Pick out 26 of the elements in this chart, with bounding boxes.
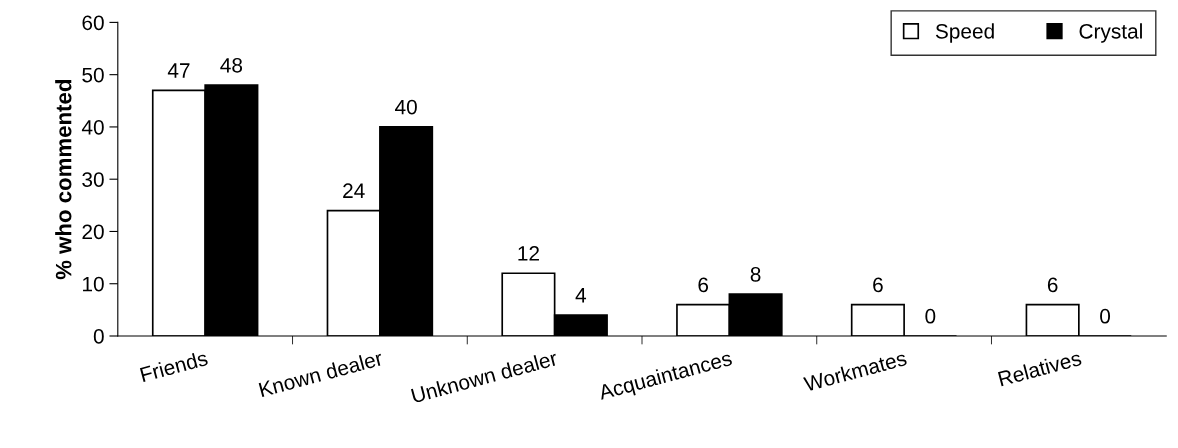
y-tick-label: 20 (82, 224, 104, 240)
data-label: 6 (698, 277, 709, 293)
data-label: 48 (220, 57, 243, 73)
data-label: 0 (1100, 308, 1111, 324)
y-tick-label: 0 (93, 329, 104, 344)
x-tick-label: Relatives (997, 350, 1083, 387)
x-tick-label: Friends (139, 350, 209, 383)
data-label: 6 (873, 277, 883, 293)
y-tick-label: 50 (82, 67, 104, 83)
x-tick-label: Unknown dealer (410, 349, 559, 404)
data-label: 24 (343, 183, 365, 198)
data-label: 47 (167, 63, 190, 78)
data-label: 4 (575, 288, 587, 303)
legend-label: Crystal (1079, 23, 1142, 43)
y-tick-label: 10 (83, 276, 104, 292)
data-label: 6 (1047, 277, 1058, 293)
data-label: 0 (925, 308, 936, 324)
y-tick-label: 30 (82, 172, 104, 187)
data-label: 40 (395, 99, 417, 115)
legend-label: Speed (935, 23, 994, 43)
y-tick-label: 60 (82, 15, 104, 31)
y-tick-label: 40 (81, 119, 104, 135)
data-label: 12 (518, 246, 539, 261)
x-tick-label: Known dealer (258, 349, 384, 398)
y-axis-title: % who commented (55, 80, 72, 280)
data-label: 8 (750, 266, 761, 282)
